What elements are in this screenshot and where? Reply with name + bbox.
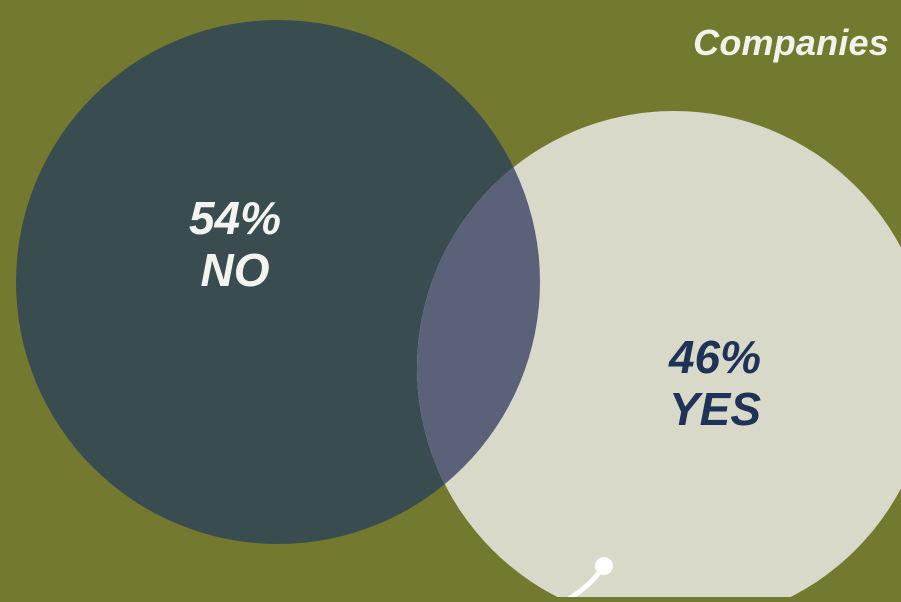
no-set-label: 54% NO [160,192,310,297]
companies-label: Companies [693,22,889,63]
no-circle [16,20,540,544]
no-percent: 54% [188,192,282,244]
yes-percent: 46% [668,331,762,383]
yes-set-label: 46% YES [640,331,790,436]
yes-circle [417,111,901,602]
yes-text: YES [668,383,762,436]
no-text: NO [200,244,270,297]
